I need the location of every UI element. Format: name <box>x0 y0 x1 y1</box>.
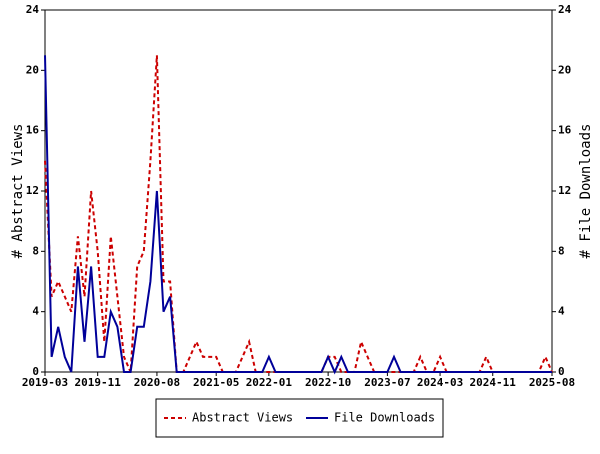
y-tick-label: 0 <box>32 365 39 378</box>
legend <box>155 398 444 438</box>
y-tick-label: 16 <box>26 124 40 137</box>
y2-tick-label: 20 <box>558 63 571 76</box>
x-tick-label: 2019-03 <box>22 376 68 389</box>
x-tick-label: 2022-01 <box>246 376 293 389</box>
x-tick-label: 2022-10 <box>305 376 351 389</box>
series-line <box>44 55 552 375</box>
y-tick-label: 8 <box>32 244 39 257</box>
x-tick-label: 2019-11 <box>74 376 121 389</box>
y2-tick-label: 12 <box>558 184 571 197</box>
x-tick-label: 2024-03 <box>417 376 463 389</box>
y2-tick-label: 0 <box>558 365 565 378</box>
legend-label: Abstract Views <box>192 411 293 425</box>
y2-axis-label: # File Downloads <box>578 124 594 259</box>
x-tick-label: 2023-07 <box>364 376 410 389</box>
y2-tick-label: 16 <box>558 124 572 137</box>
y2-tick-label: 4 <box>558 305 565 318</box>
y-tick-label: 20 <box>26 63 39 76</box>
series-line <box>44 55 553 373</box>
y-tick-label: 24 <box>26 3 40 16</box>
y2-tick-label: 24 <box>558 3 572 16</box>
y-tick-label: 12 <box>26 184 39 197</box>
legend-label: File Downloads <box>334 411 435 425</box>
x-tick-label: 2025-08 <box>529 376 575 389</box>
y-tick-label: 4 <box>32 305 39 318</box>
x-tick-label: 2021-05 <box>193 376 239 389</box>
x-tick-label: 2024-11 <box>470 376 517 389</box>
y-axis-label: # Abstract Views <box>10 124 26 259</box>
plot-frame <box>44 9 553 373</box>
x-tick-label: 2020-08 <box>134 376 180 389</box>
y2-tick-label: 8 <box>558 244 565 257</box>
